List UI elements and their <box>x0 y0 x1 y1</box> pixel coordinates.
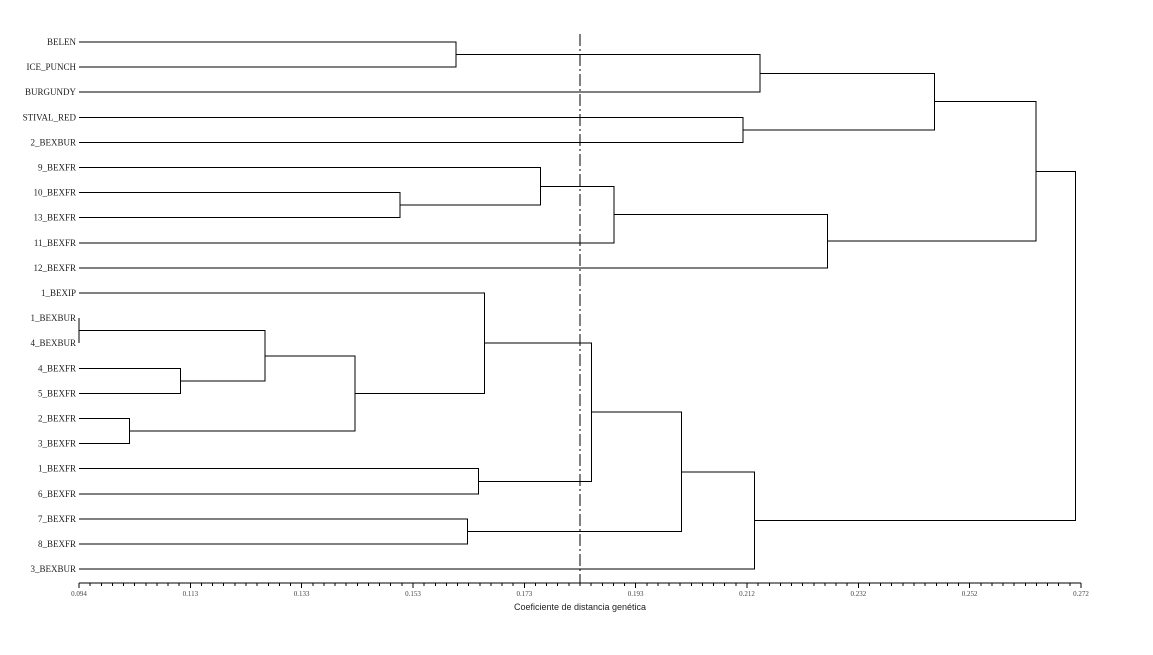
leaf-label: 7_BEXFR <box>38 514 76 524</box>
dendrogram-branch <box>79 292 485 394</box>
leaf-label: 5_BEXFR <box>38 388 76 398</box>
dendrogram-branch <box>79 367 181 394</box>
leaf-label: BELEN <box>47 37 76 47</box>
x-axis-title: Coeficiente de distancia genética <box>514 602 646 612</box>
dendrogram-branch <box>79 192 401 219</box>
x-tick-label: 0.272 <box>1073 590 1089 598</box>
dendrogram-branch <box>129 355 356 432</box>
x-tick-label: 0.173 <box>516 590 532 598</box>
dendrogram-branch <box>79 471 756 570</box>
leaf-label: 3_BEXBUR <box>30 564 76 574</box>
dendrogram-branch <box>827 101 1037 242</box>
x-tick-label: 0.153 <box>405 590 421 598</box>
x-tick-label: 0.252 <box>962 590 978 598</box>
leaf-label: 10_BEXFR <box>33 188 76 198</box>
leaf-label: 2_BEXFR <box>38 414 76 424</box>
leaf-label: ICE_PUNCH <box>26 62 76 72</box>
dendrogram-branch <box>79 330 266 382</box>
dendrogram-branch <box>79 214 829 269</box>
leaf-label: 4_BEXBUR <box>30 338 76 348</box>
leaf-label: 13_BEXFR <box>33 213 76 223</box>
leaf-label: 2_BEXBUR <box>30 137 76 147</box>
x-tick-label: 0.212 <box>739 590 755 598</box>
x-tick-label: 0.133 <box>294 590 310 598</box>
x-tick-label: 0.232 <box>850 590 866 598</box>
leaf-label: BURGUNDY <box>25 87 77 97</box>
branches <box>78 41 1076 570</box>
dendrogram-branch <box>79 468 480 495</box>
dendrogram-branch <box>79 167 542 206</box>
dendrogram-branch <box>79 185 615 244</box>
leaf-label: 9_BEXFR <box>38 163 76 173</box>
leaf-label: 1_BEXIP <box>41 288 76 298</box>
x-tick-label: 0.113 <box>183 590 199 598</box>
dendrogram-branch <box>79 41 457 68</box>
leaf-label: STIVAL_RED <box>23 112 77 122</box>
dendrogram-branch <box>79 116 744 143</box>
leaf-label: 6_BEXFR <box>38 489 76 499</box>
x-tick-label: 0.193 <box>628 590 644 598</box>
leaf-label: 12_BEXFR <box>33 263 76 273</box>
dendrogram-branch <box>754 170 1076 521</box>
dendrogram-branch <box>79 54 761 93</box>
leaf-label: 1_BEXBUR <box>30 313 76 323</box>
dendrogram-branch <box>79 418 131 445</box>
dendrogram-branch <box>79 518 468 545</box>
leaf-label: 1_BEXFR <box>38 464 76 474</box>
leaf-label: 11_BEXFR <box>34 238 76 248</box>
leaf-label: 3_BEXFR <box>38 439 76 449</box>
leaf-label: 8_BEXFR <box>38 539 76 549</box>
leaf-label: 4_BEXFR <box>38 363 76 373</box>
dendrogram-branch <box>743 72 936 131</box>
dendrogram-branch <box>478 342 592 482</box>
x-tick-label: 0.094 <box>71 590 87 598</box>
x-axis: 0.094 0.113 0.133 0.153 0.173 0.193 0.212 0.232… <box>71 582 1089 598</box>
dendrogram-branch <box>467 411 682 532</box>
leaf-labels: BELEN ICE_PUNCH BURGUNDY STIVAL_RED 2_BEXBUR… <box>23 37 77 574</box>
